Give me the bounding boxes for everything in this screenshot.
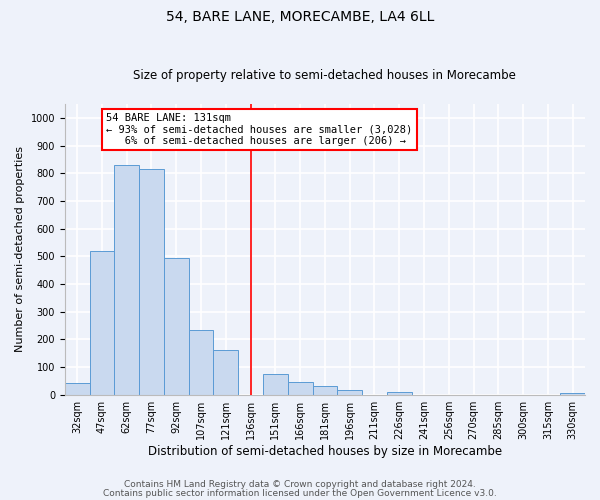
Text: 54 BARE LANE: 131sqm
← 93% of semi-detached houses are smaller (3,028)
   6% of : 54 BARE LANE: 131sqm ← 93% of semi-detac… bbox=[106, 112, 413, 146]
Bar bbox=[115, 166, 139, 394]
Bar bbox=[164, 258, 188, 394]
Text: Contains public sector information licensed under the Open Government Licence v3: Contains public sector information licen… bbox=[103, 488, 497, 498]
X-axis label: Distribution of semi-detached houses by size in Morecambe: Distribution of semi-detached houses by … bbox=[148, 444, 502, 458]
Bar bbox=[263, 374, 288, 394]
Bar bbox=[89, 250, 115, 394]
Text: 54, BARE LANE, MORECAMBE, LA4 6LL: 54, BARE LANE, MORECAMBE, LA4 6LL bbox=[166, 10, 434, 24]
Bar bbox=[65, 383, 89, 394]
Bar bbox=[288, 382, 313, 394]
Bar bbox=[337, 390, 362, 394]
Text: Contains HM Land Registry data © Crown copyright and database right 2024.: Contains HM Land Registry data © Crown c… bbox=[124, 480, 476, 489]
Bar bbox=[214, 350, 238, 395]
Y-axis label: Number of semi-detached properties: Number of semi-detached properties bbox=[15, 146, 25, 352]
Bar bbox=[387, 392, 412, 394]
Title: Size of property relative to semi-detached houses in Morecambe: Size of property relative to semi-detach… bbox=[133, 69, 517, 82]
Bar bbox=[188, 330, 214, 394]
Bar bbox=[313, 386, 337, 394]
Bar bbox=[139, 169, 164, 394]
